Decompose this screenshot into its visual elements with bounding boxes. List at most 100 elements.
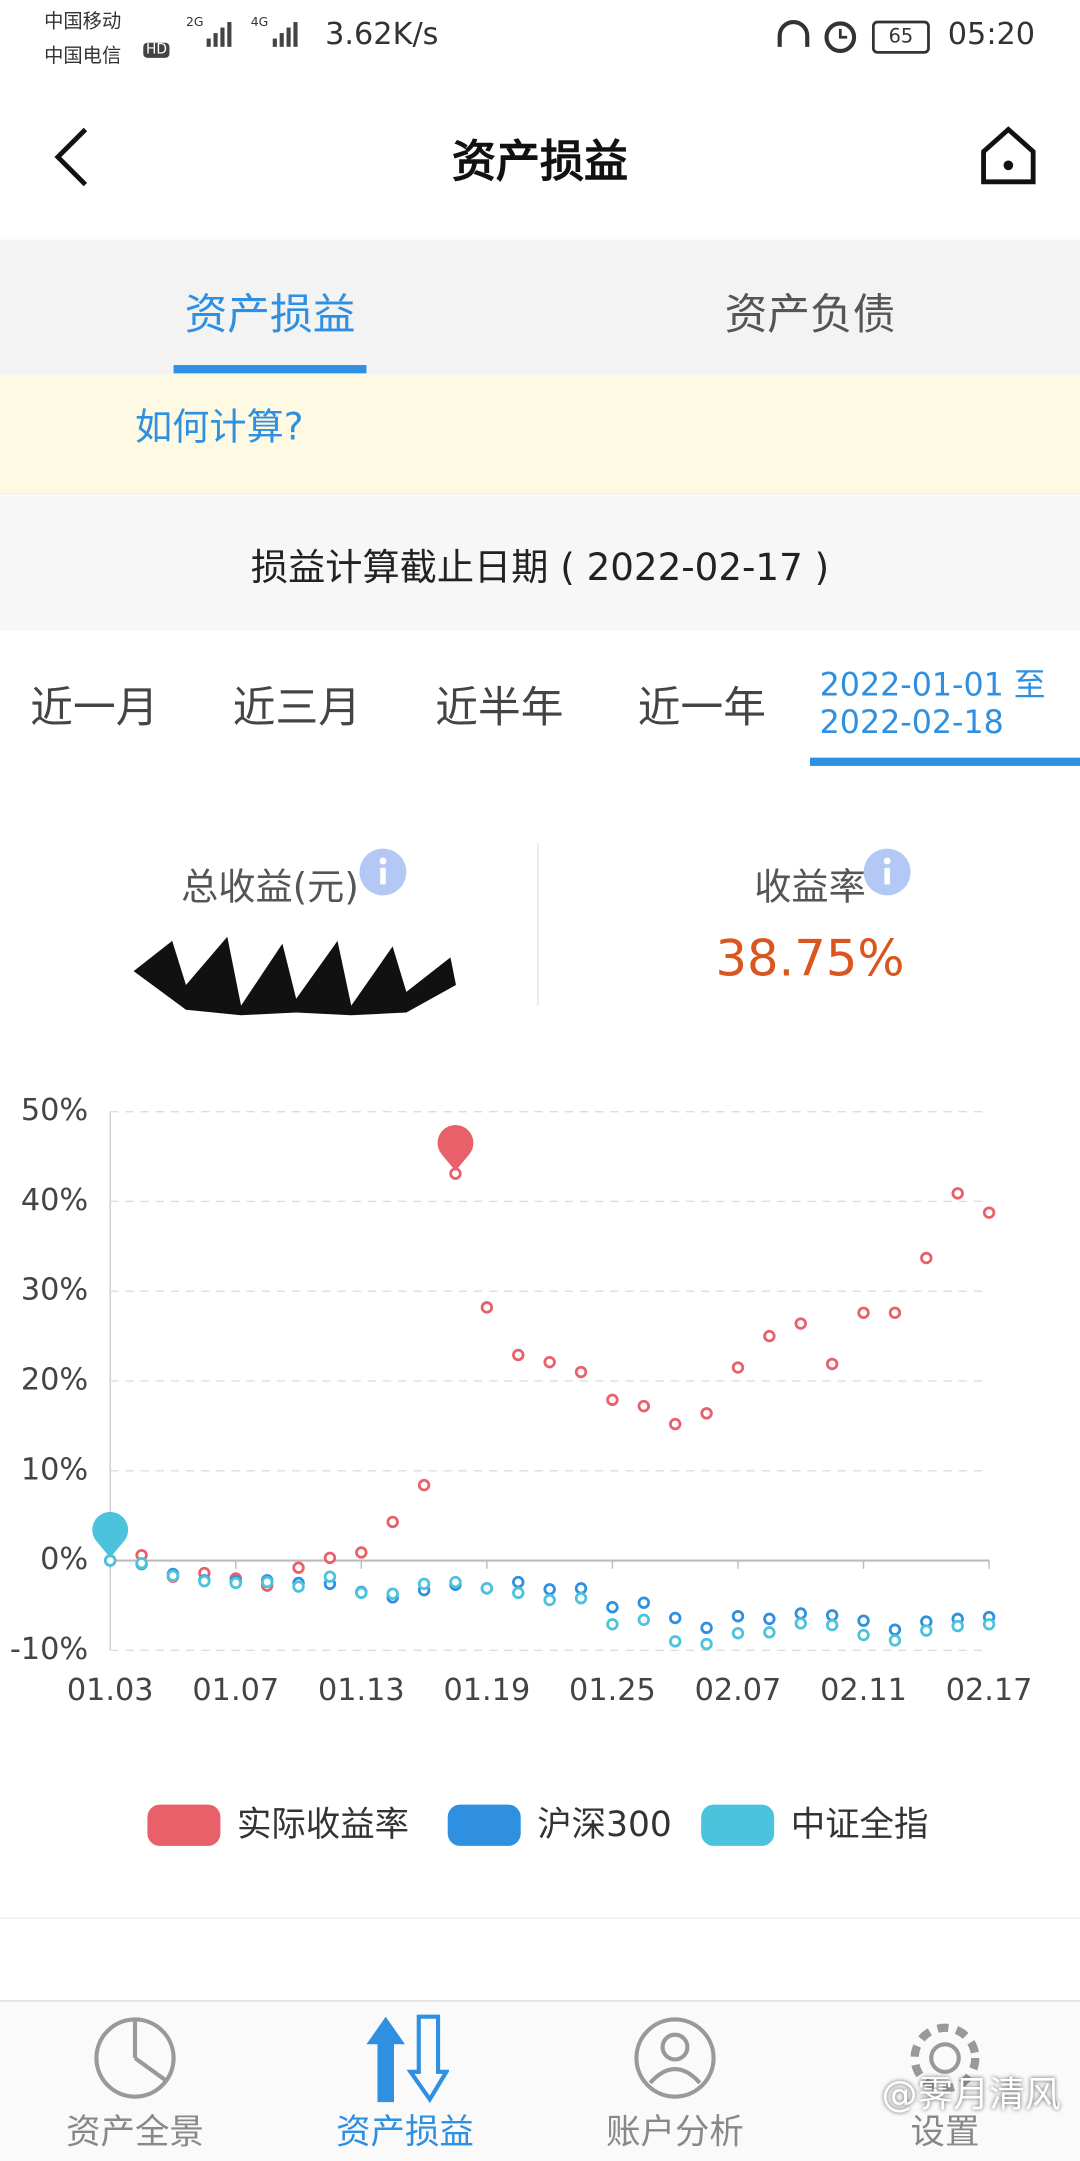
data-point [512,1348,525,1362]
data-point [135,1557,148,1570]
tab-indicator [173,365,367,374]
bottom-nav [0,2000,1080,2161]
data-point [920,1624,933,1637]
data-point [417,1577,431,1591]
data-point [857,1306,870,1319]
legend-label: 沪深300 [537,1805,672,1845]
data-point [355,1546,368,1559]
data-point [292,1561,305,1574]
data-point [700,1637,713,1651]
nav-icon[interactable] [901,2014,989,2102]
data-point [700,1621,713,1635]
x-tick-label: 01.07 [192,1673,279,1708]
info-icon[interactable] [358,847,408,897]
info-icon[interactable] [862,847,912,897]
back-button[interactable] [50,127,91,188]
nav-label[interactable]: 资产全景 [66,2111,204,2152]
data-point [198,1574,211,1588]
data-point [480,1582,494,1595]
data-point [794,1317,807,1330]
data-point [982,1618,996,1631]
range-end[interactable]: 2022-02-18 [819,705,1004,742]
data-point [763,1612,776,1626]
data-point [512,1575,525,1589]
paren: ( [548,546,587,590]
data-point [543,1593,556,1607]
data-point [825,1357,839,1371]
data-point [982,1206,996,1219]
period-tab[interactable]: 近一月 [30,683,159,733]
data-point [668,1635,682,1648]
nav-icon[interactable] [631,2014,719,2102]
battery: 65 [871,20,930,54]
data-point [794,1617,807,1630]
data-point [888,1306,902,1319]
x-tick-label: 01.13 [318,1673,405,1708]
tab[interactable]: 资产负债 [724,290,896,341]
data-point [731,1609,745,1623]
data-point [355,1586,368,1600]
data-point [543,1355,556,1369]
period-tab[interactable]: 近半年 [435,683,564,733]
carrier-2: 中国电信 [44,45,122,68]
data-point [637,1613,651,1626]
x-tick-label: 02.17 [946,1673,1033,1708]
data-point [731,1627,745,1640]
x-tick-label: 01.19 [443,1673,530,1708]
cutoff-label: 损益计算截止日期 [250,546,549,590]
y-tick-label: 50% [21,1093,88,1128]
legend-swatch [147,1804,221,1846]
carrier-1: 中国移动 [44,11,122,34]
network-1: 2G [185,16,204,31]
y-tick-label: 0% [40,1542,88,1577]
y-tick-label: 20% [21,1362,88,1397]
tab-bar [0,239,1080,375]
data-point [637,1596,651,1609]
divider [537,843,539,1006]
data-point [951,1187,964,1200]
legend-label: 实际收益率 [237,1805,409,1845]
data-point [449,1575,462,1589]
data-point [606,1601,619,1614]
nav-label[interactable]: 设置 [910,2111,980,2152]
legend-swatch [701,1804,775,1846]
data-point [386,1587,399,1600]
custom-range-line-1[interactable]: 2022-01-01 至 [820,658,1046,705]
data-point [166,1569,180,1582]
nav-icon-active[interactable] [361,2011,450,2105]
data-point [417,1478,431,1492]
notice-bar [0,374,1080,495]
x-tick-label: 02.07 [695,1673,782,1708]
net-speed: 3.62K/s [325,17,439,53]
home-button[interactable] [975,124,1041,190]
data-point [951,1619,964,1633]
data-point [543,1583,556,1596]
data-point [229,1576,242,1590]
nav-icon[interactable] [91,2014,179,2102]
data-point [763,1329,776,1343]
chart: -10% 0% 10% 20% 30% 40% 50% 01.03 01.07 01.13 01.1… [10,1093,1033,1846]
data-point [825,1618,839,1632]
data-point [825,1609,839,1622]
period-tab[interactable]: 近一年 [637,683,766,733]
nav-label[interactable]: 账户分析 [606,2111,744,2152]
tab-active[interactable]: 资产损益 [184,290,356,341]
period-indicator [809,757,1080,766]
data-point [606,1393,619,1407]
y-tick-label: 30% [21,1273,88,1308]
data-point [574,1365,588,1379]
separator [0,1917,1080,1919]
watermark: @霁月清风 [881,2074,1061,2116]
data-point [857,1614,870,1627]
data-point [260,1575,274,1589]
legend-swatch [447,1804,521,1846]
rate-value: 38.75% [715,931,905,988]
hd-badge: HD [143,42,170,58]
notice-link[interactable]: 如何计算? [135,406,304,450]
nav-label-active[interactable]: 资产损益 [336,2111,474,2152]
total-label: 总收益(元) [181,866,359,910]
data-point [668,1417,682,1431]
period-tab[interactable]: 近三月 [232,683,361,733]
cutoff-date: 2022-02-17 [586,546,803,590]
